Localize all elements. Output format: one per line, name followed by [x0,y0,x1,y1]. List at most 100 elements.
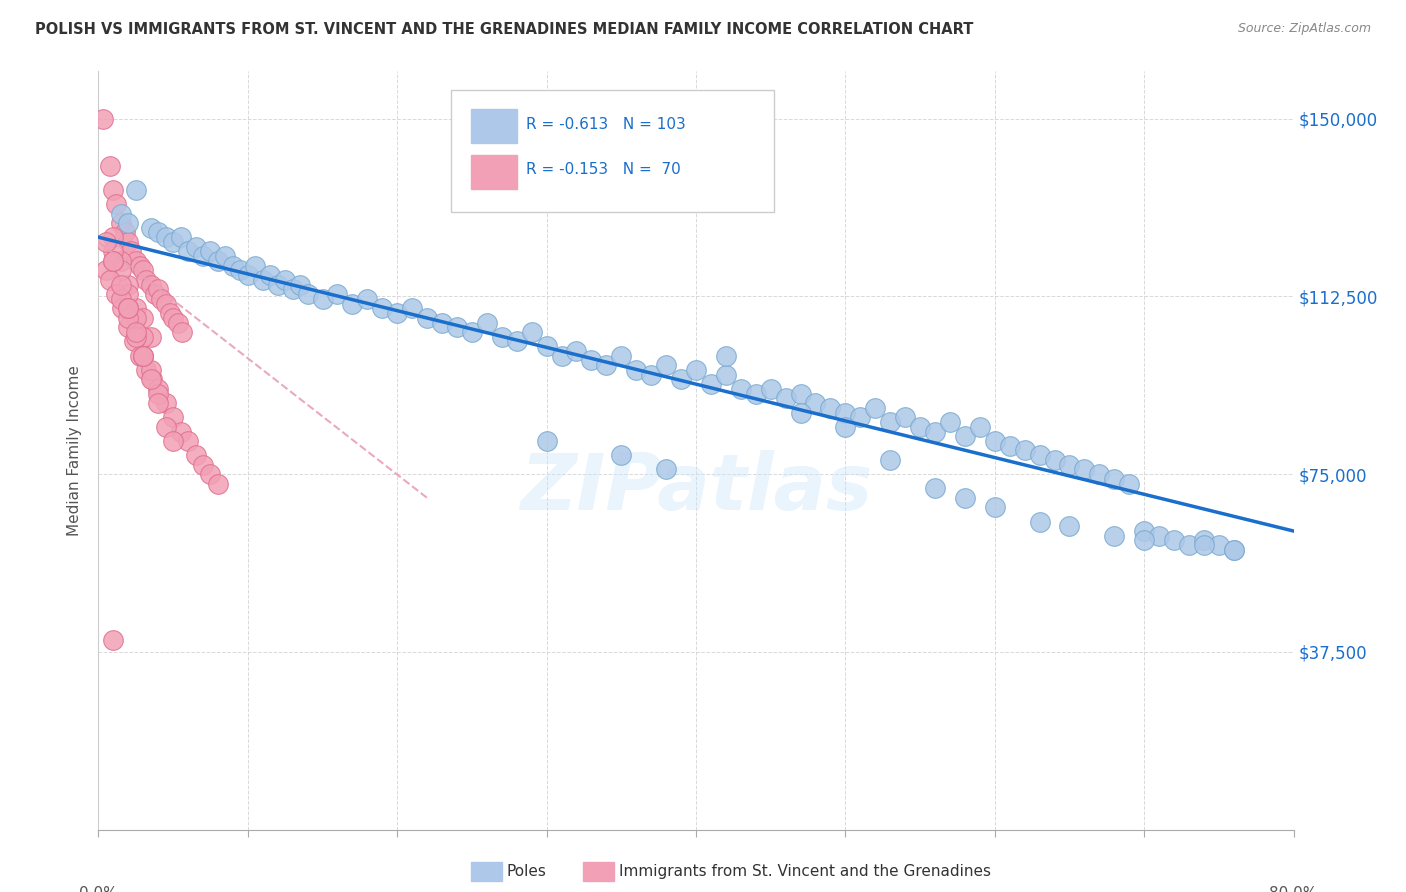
Point [1028,515,1050,529]
Point [155,230,177,244]
Point [820,401,842,415]
Point [581,353,603,368]
Point [326,287,349,301]
Point [132,349,155,363]
Point [103,183,125,197]
Point [834,405,856,420]
Point [214,249,236,263]
Point [200,467,222,482]
Point [1088,467,1111,482]
Point [745,386,768,401]
Point [804,396,827,410]
Point [984,434,1007,448]
Point [865,401,887,415]
Point [162,235,184,249]
Point [162,434,184,448]
Point [998,439,1021,453]
Point [207,253,229,268]
Point [184,240,207,254]
Point [117,310,139,325]
Point [894,410,917,425]
Point [148,282,170,296]
Point [191,458,214,472]
Point [520,325,543,339]
Point [91,112,114,126]
Point [94,235,117,249]
Point [506,334,529,349]
Point [132,329,155,343]
Point [110,253,132,268]
Point [191,249,214,263]
Point [139,220,162,235]
Text: Immigrants from St. Vincent and the Grenadines: Immigrants from St. Vincent and the Gren… [619,864,991,879]
Point [105,197,128,211]
Point [117,287,139,301]
Point [94,263,117,277]
Point [655,358,678,372]
Point [129,349,152,363]
Point [385,306,409,320]
Point [132,349,155,363]
Point [1208,538,1230,552]
Point [565,343,588,358]
Point [685,363,707,377]
Y-axis label: Median Family Income: Median Family Income [67,365,83,536]
Text: ZIPatlas: ZIPatlas [520,450,872,526]
Point [1147,529,1170,543]
Point [953,429,976,443]
Point [1133,533,1156,548]
Point [103,253,125,268]
Point [155,419,177,434]
Point [110,292,132,306]
Text: 80.0%: 80.0% [1270,887,1317,892]
Point [141,372,163,386]
Point [924,425,946,439]
Point [714,349,737,363]
Point [172,325,194,339]
Point [117,320,139,334]
Point [536,434,558,448]
Point [148,382,170,396]
Point [446,320,468,334]
Point [700,377,723,392]
Text: R = -0.613   N = 103: R = -0.613 N = 103 [526,117,686,132]
Point [1133,524,1156,538]
Point [117,216,139,230]
Point [297,287,319,301]
Point [117,277,139,292]
Point [550,349,572,363]
Point [125,253,148,268]
Point [177,434,200,448]
Point [1192,533,1215,548]
Point [834,419,856,434]
Point [267,277,290,292]
Point [1192,538,1215,552]
Point [103,253,125,268]
Bar [471,109,517,144]
Point [1073,462,1095,476]
Point [1163,533,1185,548]
Point [135,363,157,377]
Point [114,226,136,240]
Point [288,277,311,292]
Point [125,325,148,339]
Point [984,500,1007,515]
Point [789,386,811,401]
Point [252,273,274,287]
Point [120,244,142,259]
Point [117,301,139,316]
Point [461,325,484,339]
Point [132,310,155,325]
Point [155,396,177,410]
Point [259,268,281,282]
Point [110,277,132,292]
Point [714,368,737,382]
Point [103,633,125,648]
Point [132,263,155,277]
FancyBboxPatch shape [451,90,773,211]
Point [139,329,162,343]
Point [125,183,148,197]
Point [879,453,901,467]
Point [143,287,166,301]
Point [135,273,157,287]
